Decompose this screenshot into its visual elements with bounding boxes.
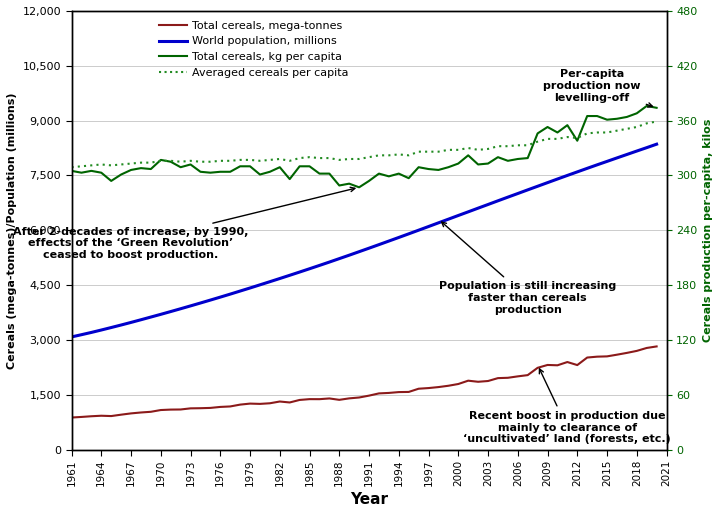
- Total cereals, mega-tonnes: [434, 384, 443, 390]
- Line: Total cereals, mega-tonnes: Total cereals, mega-tonnes: [71, 346, 657, 417]
- Averaged cereals per capita: [266, 157, 274, 163]
- Total cereals, mega-tonnes: [216, 404, 225, 410]
- Total cereals, mega-tonnes: [266, 400, 274, 407]
- Total cereals, kg per capita: [67, 168, 76, 174]
- Total cereals, kg per capita: [652, 105, 661, 111]
- World population, millions: [67, 334, 76, 340]
- Total cereals, mega-tonnes: [166, 407, 175, 413]
- Averaged cereals per capita: [216, 158, 225, 164]
- Total cereals, mega-tonnes: [67, 414, 76, 420]
- Line: Averaged cereals per capita: Averaged cereals per capita: [71, 121, 657, 167]
- Total cereals, kg per capita: [216, 169, 225, 175]
- Averaged cereals per capita: [652, 118, 661, 124]
- Total cereals, mega-tonnes: [256, 401, 264, 407]
- World population, millions: [434, 220, 443, 226]
- Total cereals, kg per capita: [166, 159, 175, 165]
- X-axis label: Year: Year: [350, 492, 388, 507]
- Averaged cereals per capita: [67, 164, 76, 170]
- Text: After 2-decades of increase, by 1990,
effects of the ‘Green Revolution’
ceased t: After 2-decades of increase, by 1990, ef…: [14, 187, 355, 260]
- World population, millions: [166, 308, 175, 315]
- World population, millions: [236, 288, 245, 294]
- Total cereals, kg per capita: [236, 163, 245, 170]
- Legend: Total cereals, mega-tonnes, World population, millions, Total cereals, kg per ca: Total cereals, mega-tonnes, World popula…: [155, 16, 354, 82]
- Y-axis label: Cereals production per-capita, kilos: Cereals production per-capita, kilos: [703, 119, 713, 342]
- Total cereals, mega-tonnes: [652, 343, 661, 350]
- World population, millions: [652, 141, 661, 148]
- World population, millions: [216, 294, 225, 300]
- Line: World population, millions: World population, millions: [71, 144, 657, 337]
- Total cereals, kg per capita: [444, 164, 453, 170]
- Total cereals, kg per capita: [266, 169, 274, 175]
- Averaged cereals per capita: [236, 157, 245, 163]
- Line: Total cereals, kg per capita: Total cereals, kg per capita: [71, 106, 657, 187]
- Text: Recent boost in production due
mainly to clearance of
‘uncultivated’ land (fores: Recent boost in production due mainly to…: [464, 369, 671, 445]
- Averaged cereals per capita: [256, 158, 264, 164]
- Y-axis label: Cereals (mega-tonnes)/Population (millions): Cereals (mega-tonnes)/Population (millio…: [7, 92, 17, 369]
- Text: Per-capita
production now
levelling-off: Per-capita production now levelling-off: [544, 69, 652, 107]
- Total cereals, kg per capita: [642, 103, 651, 109]
- World population, millions: [266, 279, 274, 285]
- Averaged cereals per capita: [434, 149, 443, 155]
- Total cereals, mega-tonnes: [236, 401, 245, 408]
- Total cereals, kg per capita: [256, 172, 264, 178]
- Total cereals, kg per capita: [355, 184, 364, 190]
- World population, millions: [256, 282, 264, 288]
- Averaged cereals per capita: [166, 158, 175, 164]
- Text: Population is still increasing
faster than cereals
production: Population is still increasing faster th…: [439, 222, 616, 315]
